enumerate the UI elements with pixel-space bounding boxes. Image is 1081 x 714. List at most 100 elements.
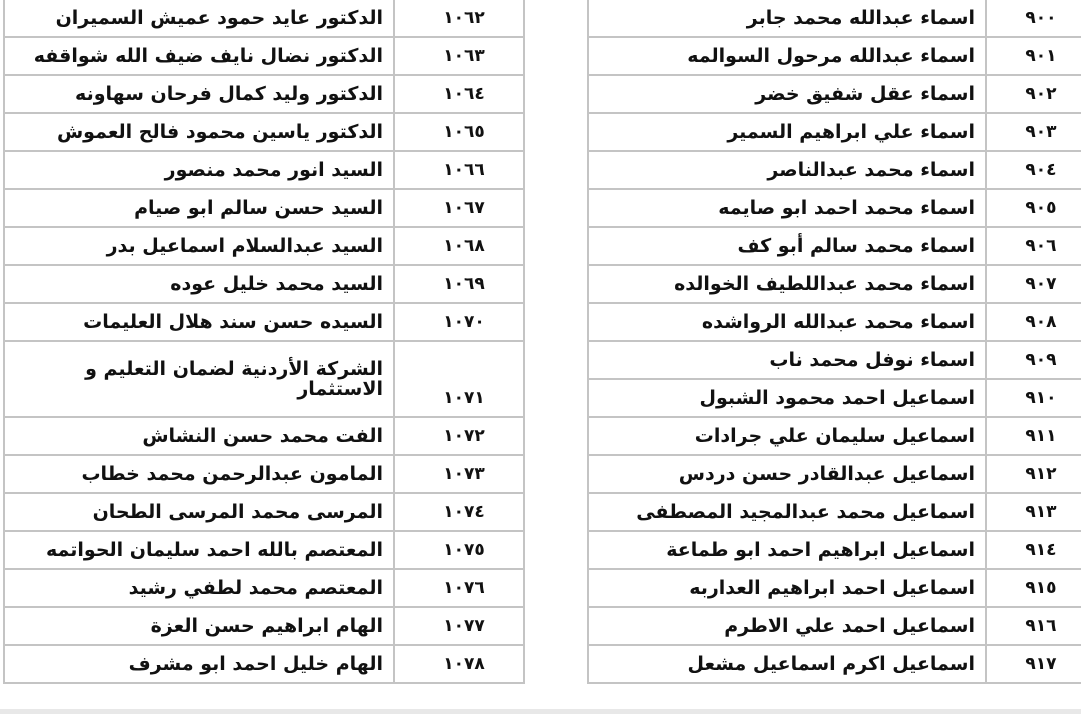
table-row: ١٠٦٦ السيد انور محمد منصور (3, 150, 525, 190)
row-number: ٩١١ (985, 416, 1081, 456)
row-number: ١٠٦٩ (393, 264, 525, 304)
row-number: ١٠٧٢ (393, 416, 525, 456)
row-number: ٩٠٢ (985, 74, 1081, 114)
row-number: ٩٠٦ (985, 226, 1081, 266)
row-name: المامون عبدالرحمن محمد خطاب (3, 454, 395, 494)
row-name: اسماعيل محمد عبدالمجيد المصطفى (587, 492, 987, 532)
row-number: ٩٠٨ (985, 302, 1081, 342)
table-row: ١٠٧٥ المعتصم بالله احمد سليمان الحواتمه (3, 530, 525, 570)
bottom-scroll-strip (0, 709, 1081, 714)
row-number: ٩١٥ (985, 568, 1081, 608)
row-name: الدكتور ياسين محمود فالح العموش (3, 112, 395, 152)
row-number: ١٠٧١ (393, 340, 525, 418)
row-number: ١٠٦٤ (393, 74, 525, 114)
row-number: ٩١٧ (985, 644, 1081, 684)
names-table-right: ٩٠٠ اسماء عبدالله محمد جابر ٩٠١ اسماء عبدال… (587, 0, 1081, 684)
row-number: ١٠٧٦ (393, 568, 525, 608)
row-name: السيد حسن سالم ابو صيام (3, 188, 395, 228)
row-name: الهام ابراهيم حسن العزة (3, 606, 395, 646)
row-number: ١٠٦٢ (393, 0, 525, 38)
row-name: اسماعيل سليمان علي جرادات (587, 416, 987, 456)
table-row: ٩٠٦ اسماء محمد سالم أبو كف (587, 226, 1081, 266)
row-name: السيده حسن سند هلال العليمات (3, 302, 395, 342)
table-row: ١٠٧٧ الهام ابراهيم حسن العزة (3, 606, 525, 646)
table-row: ٩٠٠ اسماء عبدالله محمد جابر (587, 0, 1081, 38)
row-name: اسماء علي ابراهيم السمير (587, 112, 987, 152)
table-row: ١٠٦٩ السيد محمد خليل عوده (3, 264, 525, 304)
table-row: ٩٠٣ اسماء علي ابراهيم السمير (587, 112, 1081, 152)
row-name: اسماء نوفل محمد ناب (587, 340, 987, 380)
row-number: ٩٠٧ (985, 264, 1081, 304)
row-name: اسماء عقل شفيق خضر (587, 74, 987, 114)
table-row: ٩١٥ اسماعيل احمد ابراهيم العداربه (587, 568, 1081, 608)
row-number: ٩١٤ (985, 530, 1081, 570)
row-name: اسماعيل ابراهيم احمد ابو طماعة (587, 530, 987, 570)
row-name: الدكتور عايد حمود عميش السميران (3, 0, 395, 38)
row-name: الدكتور وليد كمال فرحان سهاونه (3, 74, 395, 114)
row-name: السيد محمد خليل عوده (3, 264, 395, 304)
row-name: السيد انور محمد منصور (3, 150, 395, 190)
table-row: ١٠٦٨ السيد عبدالسلام اسماعيل بدر (3, 226, 525, 266)
table-row: ١٠٧٨ الهام خليل احمد ابو مشرف (3, 644, 525, 684)
names-table-left: ١٠٦٢ الدكتور عايد حمود عميش السميران ١٠٦٣ ا… (3, 0, 525, 684)
table-row: ٩١٢ اسماعيل عبدالقادر حسن دردس (587, 454, 1081, 494)
row-name: اسماء عبدالله مرحول السوالمه (587, 36, 987, 76)
row-name: اسماء محمد احمد ابو صايمه (587, 188, 987, 228)
row-name: المعتصم بالله احمد سليمان الحواتمه (3, 530, 395, 570)
row-number: ١٠٦٦ (393, 150, 525, 190)
table-row: ١٠٧٠ السيده حسن سند هلال العليمات (3, 302, 525, 342)
table-row: ١٠٦٤ الدكتور وليد كمال فرحان سهاونه (3, 74, 525, 114)
row-name: اسماء محمد عبدالناصر (587, 150, 987, 190)
table-row: ١٠٧٢ الفت محمد حسن النشاش (3, 416, 525, 456)
table-row: ١٠٧٤ المرسى محمد المرسى الطحان (3, 492, 525, 532)
row-number: ٩٠٤ (985, 150, 1081, 190)
table-row: ٩٠٩ اسماء نوفل محمد ناب (587, 340, 1081, 380)
row-number: ١٠٦٣ (393, 36, 525, 76)
table-row: ٩٠١ اسماء عبدالله مرحول السوالمه (587, 36, 1081, 76)
table-row: ١٠٦٢ الدكتور عايد حمود عميش السميران (3, 0, 525, 38)
row-number: ١٠٧٤ (393, 492, 525, 532)
table-row: ٩٠٨ اسماء محمد عبدالله الرواشده (587, 302, 1081, 342)
row-number: ٩١٠ (985, 378, 1081, 418)
row-number: ٩٠٠ (985, 0, 1081, 38)
table-row: ٩١٧ اسماعيل اكرم اسماعيل مشعل (587, 644, 1081, 684)
row-name: اسماء محمد سالم أبو كف (587, 226, 987, 266)
table-row: ١٠٧١ الشركة الأردنية لضمان التعليم و الاس… (3, 340, 525, 418)
row-number: ٩٠٥ (985, 188, 1081, 228)
row-number: ١٠٦٧ (393, 188, 525, 228)
table-row: ٩١٦ اسماعيل احمد علي الاطرم (587, 606, 1081, 646)
row-number: ٩١٣ (985, 492, 1081, 532)
row-number: ١٠٧٥ (393, 530, 525, 570)
row-number: ٩٠١ (985, 36, 1081, 76)
row-name: الهام خليل احمد ابو مشرف (3, 644, 395, 684)
table-row: ٩١٠ اسماعيل احمد محمود الشبول (587, 378, 1081, 418)
row-name: الشركة الأردنية لضمان التعليم و الاستثما… (3, 340, 395, 418)
row-name: المرسى محمد المرسى الطحان (3, 492, 395, 532)
row-number: ٩٠٣ (985, 112, 1081, 152)
row-name: اسماء محمد عبداللطيف الخوالده (587, 264, 987, 304)
row-number: ٩١٦ (985, 606, 1081, 646)
table-row: ١٠٦٧ السيد حسن سالم ابو صيام (3, 188, 525, 228)
table-row: ٩٠٧ اسماء محمد عبداللطيف الخوالده (587, 264, 1081, 304)
table-row: ٩١٤ اسماعيل ابراهيم احمد ابو طماعة (587, 530, 1081, 570)
row-name: السيد عبدالسلام اسماعيل بدر (3, 226, 395, 266)
row-number: ١٠٧٧ (393, 606, 525, 646)
table-row: ٩٠٥ اسماء محمد احمد ابو صايمه (587, 188, 1081, 228)
row-number: ١٠٧٨ (393, 644, 525, 684)
row-name: اسماعيل احمد علي الاطرم (587, 606, 987, 646)
row-name: اسماعيل احمد ابراهيم العداربه (587, 568, 987, 608)
row-number: ٩٠٩ (985, 340, 1081, 380)
row-number: ١٠٦٥ (393, 112, 525, 152)
row-number: ١٠٦٨ (393, 226, 525, 266)
row-name: اسماعيل احمد محمود الشبول (587, 378, 987, 418)
row-name: اسماعيل اكرم اسماعيل مشعل (587, 644, 987, 684)
table-row: ١٠٦٥ الدكتور ياسين محمود فالح العموش (3, 112, 525, 152)
row-number: ١٠٧٠ (393, 302, 525, 342)
row-name: اسماء محمد عبدالله الرواشده (587, 302, 987, 342)
table-row: ٩٠٤ اسماء محمد عبدالناصر (587, 150, 1081, 190)
table-row: ٩١١ اسماعيل سليمان علي جرادات (587, 416, 1081, 456)
table-row: ١٠٧٦ المعتصم محمد لطفي رشيد (3, 568, 525, 608)
table-row: ١٠٧٣ المامون عبدالرحمن محمد خطاب (3, 454, 525, 494)
row-name: المعتصم محمد لطفي رشيد (3, 568, 395, 608)
row-name: الفت محمد حسن النشاش (3, 416, 395, 456)
